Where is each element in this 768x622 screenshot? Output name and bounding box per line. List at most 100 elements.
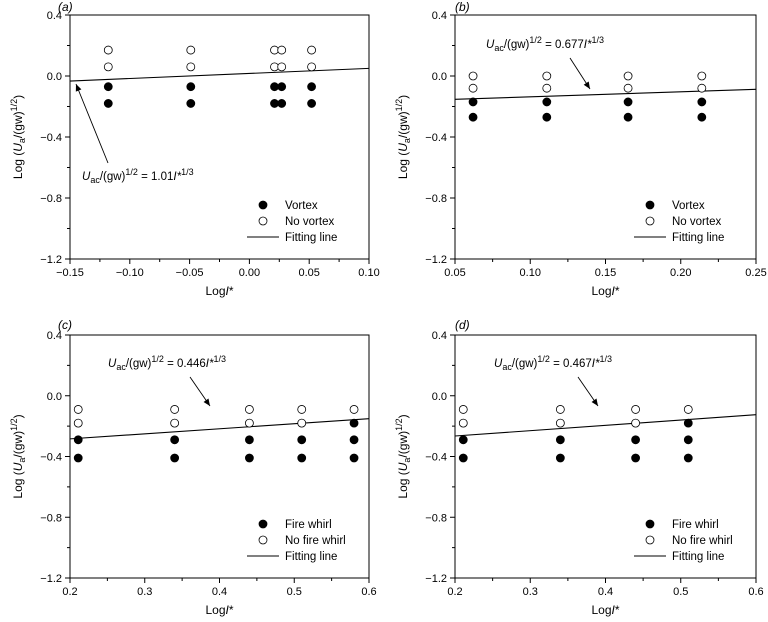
legend-marker [645, 216, 655, 226]
y-tick-label: −1.2 [425, 254, 447, 266]
open-point [697, 71, 707, 81]
legend-label: Vortex [285, 200, 318, 212]
y-tick-label: −0.8 [425, 193, 447, 205]
x-tick-label: 0.2 [447, 586, 462, 598]
open-point [307, 45, 316, 55]
panel-label: (c) [58, 318, 72, 332]
open-point [468, 71, 478, 81]
y-tick-label: 0.4 [47, 330, 62, 342]
fit-equation: Uac/(gw)1/2 = 0.446I*1/3 [108, 354, 226, 372]
open-point [683, 405, 693, 414]
fit-equation: Uac/(gw)1/2 = 0.677I*1/3 [486, 35, 604, 53]
filled-point [458, 453, 468, 463]
x-tick-label: 0.10 [520, 267, 541, 279]
filled-point [170, 453, 180, 463]
legend-label: No vortex [672, 216, 721, 228]
filled-point [103, 82, 113, 92]
filled-point [697, 97, 707, 107]
y-tick-label: 0.4 [47, 10, 62, 22]
filled-point [683, 435, 693, 445]
y-tick-label: −1.2 [425, 573, 447, 585]
fitting-line [69, 418, 370, 440]
filled-point [631, 453, 640, 463]
filled-point [103, 99, 113, 108]
y-tick-label: 0.0 [47, 71, 62, 83]
open-point [349, 405, 359, 414]
x-tick-label: 0.00 [239, 267, 260, 279]
filled-point [244, 435, 254, 445]
x-axis-label: LogI* [205, 603, 233, 617]
x-tick-label: 0.20 [670, 267, 691, 279]
x-tick-label: 0.15 [595, 267, 616, 279]
open-point [73, 405, 83, 414]
y-tick-label: −0.8 [40, 193, 62, 205]
fitting-line [69, 67, 370, 82]
y-tick-label: −0.4 [40, 452, 62, 464]
legend-label: No fire whirl [672, 535, 733, 547]
x-tick-label: 0.2 [62, 586, 77, 598]
y-tick-label: 0.0 [432, 71, 447, 83]
filled-point [468, 112, 478, 122]
filled-point [297, 453, 307, 463]
filled-point [349, 435, 359, 445]
filled-point [683, 418, 693, 428]
filled-point [186, 99, 196, 108]
open-point [297, 405, 307, 414]
filled-point [244, 453, 254, 463]
open-point [103, 62, 113, 72]
filled-point [458, 435, 468, 445]
filled-point [683, 453, 693, 463]
open-point [458, 418, 468, 428]
filled-point [623, 112, 633, 122]
panel-label: (d) [455, 318, 470, 332]
filled-point [468, 97, 478, 107]
y-tick-label: −1.2 [40, 573, 62, 585]
y-tick-label: 0.4 [432, 330, 447, 342]
filled-point [349, 418, 359, 428]
legend-marker [258, 216, 268, 226]
open-point [170, 418, 180, 428]
open-point [307, 62, 316, 72]
open-point [458, 405, 468, 414]
legend-marker [645, 519, 655, 529]
filled-point [307, 82, 316, 92]
legend-marker [645, 200, 655, 210]
y-tick-label: −0.8 [40, 512, 62, 524]
open-point [170, 405, 180, 414]
filled-point [277, 99, 287, 108]
legend-label: Fitting line [672, 232, 724, 244]
legend-label: Fire whirl [285, 519, 332, 531]
x-tick-label: 0.5 [287, 586, 302, 598]
filled-point [73, 453, 83, 463]
filled-point [349, 453, 359, 463]
filled-point [170, 435, 180, 445]
open-point [542, 71, 552, 81]
filled-point [307, 99, 316, 108]
filled-point [73, 435, 83, 445]
y-tick-label: −0.4 [40, 132, 62, 144]
fitting-line [454, 88, 757, 100]
open-point [623, 83, 633, 93]
panel-label: (a) [58, 0, 73, 14]
open-point [468, 83, 478, 93]
panel-label: (b) [455, 0, 470, 14]
legend-label: No fire whirl [285, 535, 346, 547]
legend-marker [258, 200, 268, 210]
legend-label: Vortex [672, 200, 705, 212]
y-tick-label: 0.0 [432, 391, 447, 403]
filled-point [297, 435, 307, 445]
x-tick-label: 0.10 [358, 267, 379, 279]
open-point [555, 405, 565, 414]
x-axis-label: LogI* [591, 284, 619, 298]
y-axis-label: Log (Ua/(gw)1/2) [9, 414, 27, 498]
fit-equation: Uac/(gw)1/2 = 1.01I*1/3 [82, 167, 194, 185]
open-point [277, 62, 287, 72]
panel-c: (c) 0.2 0.3 0.4 0.5 0.6 0.4 0.0 −0.4 −0.8 −1.2 LogI… [9, 318, 377, 617]
open-point [186, 45, 196, 55]
panel-a: (a) −0.15 −0.10 −0.05 0.00 0.05 0.10 0.4 0.0 −0.4… [9, 0, 380, 298]
annotation-arrowhead [591, 398, 598, 406]
annotation-arrowhead [75, 84, 82, 92]
open-point [631, 405, 640, 414]
y-axis-label: Log (Ua/(gw)1/2) [9, 95, 27, 179]
